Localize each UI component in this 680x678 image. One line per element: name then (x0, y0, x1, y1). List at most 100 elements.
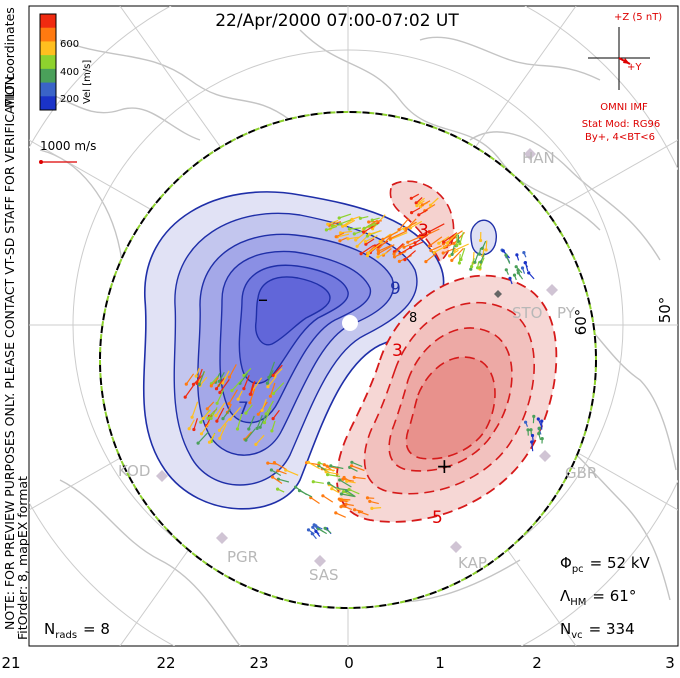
velocity-vector-origin (325, 470, 328, 473)
velocity-vector-origin (389, 237, 392, 240)
contour-label: 9 (390, 279, 401, 299)
velocity-vector-origin (266, 385, 269, 388)
velocity-vector-origin (236, 427, 239, 430)
station-han: HAN (522, 149, 555, 167)
velocity-vector-origin (214, 414, 217, 417)
velocity-vector-origin (377, 252, 380, 255)
velocity-vector-origin (479, 261, 482, 264)
colorbar-swatch (40, 41, 56, 55)
velocity-vector-origin (437, 242, 440, 245)
velocity-vector-origin (206, 407, 209, 410)
velocity-vector-origin (210, 384, 213, 387)
velocity-vector-origin (184, 396, 187, 399)
imf-source: OMNI IMF (600, 102, 648, 113)
magnetic-pole (342, 315, 358, 331)
mlt-tick: 23 (249, 654, 268, 672)
contour-label: 5 (432, 508, 443, 528)
velocity-vector-origin (366, 496, 369, 499)
velocity-vector-origin (429, 249, 432, 252)
phi-symbol: Φ (560, 554, 572, 572)
velocity-vector-origin (329, 464, 332, 467)
imf-condition: By+, 4<BT<6 (585, 132, 655, 143)
velocity-vector-origin (359, 217, 362, 220)
fit-note: FitOrder: 8, mapEX format (15, 476, 30, 640)
station-sas: SAS (309, 566, 339, 584)
velocity-vector-origin (413, 241, 416, 244)
imf-y-label: +Y (627, 62, 642, 73)
velocity-vector-origin (215, 420, 218, 423)
imf-z-label: +Z (5 nT) (614, 12, 662, 23)
velocity-vector-origin (323, 463, 326, 466)
velocity-vector-origin (327, 482, 330, 485)
velocity-vector-origin (405, 227, 408, 230)
velocity-vector-origin (256, 427, 259, 430)
velocity-vector-origin (508, 277, 511, 280)
velocity-vector-origin (541, 437, 544, 440)
velocity-vector-origin (230, 389, 233, 392)
velocity-vector-origin (338, 239, 341, 242)
velocity-vector-origin (446, 242, 449, 245)
velocity-vector-origin (311, 532, 314, 535)
velocity-vector-origin (311, 526, 314, 529)
velocity-vector-origin (346, 237, 349, 240)
velocity-vector-origin (522, 251, 525, 254)
velocity-vector-origin (410, 197, 413, 200)
velocity-vector-origin (505, 268, 508, 271)
velocity-vector-origin (415, 201, 418, 204)
velocity-vector-origin (538, 427, 541, 430)
lambda-sub: HM (570, 597, 586, 608)
velocity-vector-origin (376, 248, 379, 251)
velocity-vector-origin (524, 421, 527, 424)
velocity-vector-origin (458, 261, 461, 264)
velocity-vector-origin (208, 441, 211, 444)
velocity-vector-origin (362, 231, 365, 234)
velocity-vector-origin (210, 417, 213, 420)
velocity-vector-origin (479, 239, 482, 242)
velocity-vector-origin (470, 265, 473, 268)
velocity-vector-origin (521, 266, 524, 269)
velocity-vector-origin (259, 426, 262, 429)
velocity-vector-origin (478, 266, 481, 269)
nvc-sub: vc (571, 630, 582, 641)
velocity-vector-origin (428, 244, 431, 247)
velocity-vector-origin (363, 227, 366, 230)
velocity-vector-origin (360, 252, 363, 255)
velocity-vector-origin (272, 392, 275, 395)
reference-vector-label: 1000 m/s (40, 139, 96, 153)
velocity-vector-origin (364, 240, 367, 243)
velocity-vector-origin (345, 480, 348, 483)
mlt-tick: 2 (532, 654, 542, 672)
phi-value: = 52 kV (590, 554, 651, 572)
velocity-vector-origin (244, 439, 247, 442)
velocity-vector-origin (266, 382, 269, 385)
nrads-value: = 8 (83, 620, 110, 638)
velocity-vector-origin (353, 476, 356, 479)
imf-model: Stat Mod: RG96 (582, 119, 661, 130)
velocity-vector-origin (314, 524, 317, 527)
velocity-vector-origin (354, 238, 357, 241)
velocity-vector-origin (532, 415, 535, 418)
velocity-vector-origin (381, 238, 384, 241)
velocity-vector-origin (356, 245, 359, 248)
colorbar-swatch (40, 28, 56, 42)
map-title: 22/Apr/2000 07:00-07:02 UT (215, 11, 459, 31)
velocity-vector-origin (393, 252, 396, 255)
velocity-vector-origin (442, 251, 445, 254)
velocity-vector-origin (314, 530, 317, 533)
velocity-vector-origin (458, 242, 461, 245)
velocity-vector-origin (321, 494, 324, 497)
velocity-vector-origin (348, 488, 351, 491)
colorbar-label: Vel [m/s] (82, 60, 93, 104)
mlt-tick: 0 (344, 654, 354, 672)
velocity-vector-origin (527, 271, 530, 274)
lambda-value: = 61° (592, 587, 636, 605)
velocity-vector-origin (442, 240, 445, 243)
velocity-vector-origin (368, 233, 371, 236)
velocity-vector-origin (415, 204, 418, 207)
potential-minimum-marker: – (258, 287, 268, 311)
velocity-vector-origin (429, 204, 432, 207)
velocity-vector-origin (192, 428, 195, 431)
velocity-vector-origin (350, 464, 353, 467)
velocity-vector-origin (455, 244, 458, 247)
